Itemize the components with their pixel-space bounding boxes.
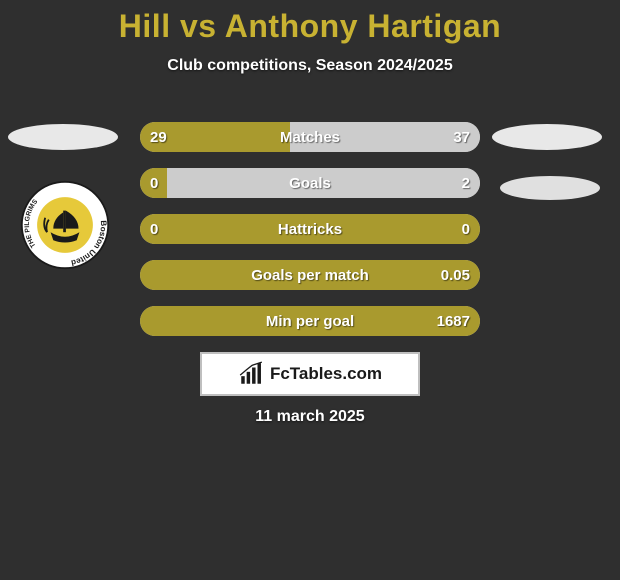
page-subtitle: Club competitions, Season 2024/2025 [0,57,620,75]
stat-bar: Hattricks0 0 [140,214,480,244]
stat-bar: Min per goal1687 [140,306,480,336]
brand-box[interactable]: FcTables.com [200,352,420,396]
stat-bar-label: Goals [140,168,480,198]
boston-united-crest-icon: Boston United THE PILGRIMS [20,180,110,270]
stat-bar-value-right: 1687 [427,306,480,336]
stat-bar-label: Hattricks [140,214,480,244]
stat-bar-label: Goals per match [140,260,480,290]
player-left-logo-placeholder [8,124,118,150]
stat-bar-value-right: 37 [443,122,480,152]
stat-bar-value-left: 0 [140,214,168,244]
club-crest-left: Boston United THE PILGRIMS [20,180,110,270]
stat-bar: Matches29 37 [140,122,480,152]
player-right-logo-placeholder [492,124,602,150]
stat-bar-value-left: 0 [140,168,168,198]
stat-bar-value-right: 2 [452,168,480,198]
player-right-logo-placeholder-2 [500,176,600,200]
stat-bar-value-right: 0.05 [431,260,480,290]
stat-bar-value-right: 0 [452,214,480,244]
stat-bar-value-left: 29 [140,122,177,152]
stat-bar: Goals0 2 [140,168,480,198]
stat-bar-label: Matches [140,122,480,152]
date-label: 11 march 2025 [0,408,620,426]
stats-bars: Matches2937Goals02Hattricks00Goals per m… [140,122,480,352]
bar-chart-icon [238,361,264,387]
brand-text: FcTables.com [270,364,382,384]
page-title: Hill vs Anthony Hartigan [0,0,620,45]
stat-bar: Goals per match0.05 [140,260,480,290]
